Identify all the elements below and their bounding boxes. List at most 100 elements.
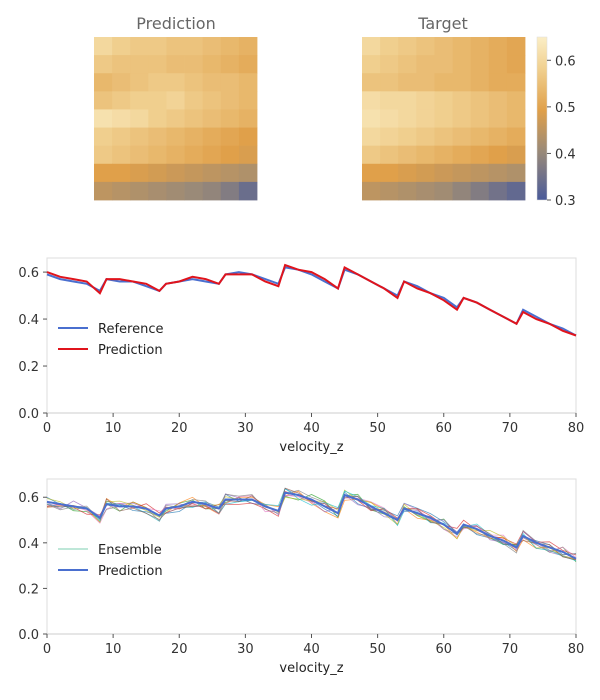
heatmap-cell — [434, 109, 453, 128]
heatmap-cell — [488, 55, 508, 74]
heatmap-cell — [506, 37, 526, 56]
line-chart-reference-vs-prediction: 0 10 20 30 40 50 60 70 80 0.0 0.2 0.4 0.6 velocity_z R… — [18, 257, 584, 455]
heatmap-cell — [130, 55, 149, 74]
heatmap-cell — [220, 91, 240, 110]
heatmap-cell — [452, 73, 472, 92]
heatmap-cell — [470, 163, 490, 183]
heatmap-prediction — [94, 37, 258, 201]
series-line — [46, 491, 577, 560]
heatmap-cell — [488, 73, 508, 92]
heatmap-cell — [416, 181, 435, 201]
heatmap-cell — [166, 109, 185, 128]
heatmap-cell — [238, 109, 258, 128]
x-tick-label: 20 — [171, 421, 188, 436]
heatmap-cell — [148, 55, 167, 74]
legend-label: Ensemble — [98, 543, 162, 558]
x-tick-label: 30 — [237, 642, 254, 657]
heatmap-cell — [202, 127, 222, 147]
heatmap-cell — [434, 91, 453, 110]
heatmap-title-target: Target — [417, 14, 468, 33]
heatmap-cell — [506, 91, 526, 110]
heatmap-cell — [470, 109, 490, 128]
heatmap-cell — [452, 127, 472, 147]
x-tick-label: 0 — [43, 642, 51, 657]
heatmap-cell — [220, 55, 240, 74]
heatmap-cell — [130, 73, 149, 92]
heatmap-cell — [112, 37, 131, 56]
heatmap-cell — [94, 163, 113, 183]
x-tick-label: 40 — [303, 421, 320, 436]
heatmap-cell — [380, 55, 399, 74]
heatmap-cell — [112, 91, 131, 110]
heatmap-cell — [380, 91, 399, 110]
heatmap-cell — [506, 181, 526, 201]
heatmap-cell — [94, 55, 113, 74]
ensemble-line — [46, 490, 577, 561]
heatmap-cell — [506, 109, 526, 128]
heatmap-cell — [220, 109, 240, 128]
heatmap-cell — [112, 181, 131, 201]
heatmap-cell — [416, 37, 435, 56]
heatmap-cell — [434, 37, 453, 56]
heatmap-cell — [220, 37, 240, 56]
heatmap-cell — [220, 73, 240, 92]
x-tick-label: 30 — [237, 421, 254, 436]
heatmap-cell — [398, 91, 417, 110]
x-axis-label: velocity_z — [279, 440, 343, 455]
heatmap-cell — [130, 91, 149, 110]
heatmap-cell — [416, 109, 435, 128]
heatmap-cell — [220, 127, 240, 147]
heatmap-cell — [148, 91, 167, 110]
heatmap-cell — [380, 181, 399, 201]
heatmap-cell — [202, 91, 222, 110]
heatmap-cell — [148, 145, 167, 165]
y-tick-label: 0.4 — [18, 537, 39, 552]
heatmap-cell — [470, 181, 490, 201]
x-tick-label: 40 — [303, 642, 320, 657]
heatmap-cell — [202, 145, 222, 165]
heatmap-cell — [470, 55, 490, 74]
heatmap-cell — [94, 181, 113, 201]
heatmap-cell — [506, 163, 526, 183]
x-tick-label: 70 — [502, 642, 519, 657]
heatmap-cell — [238, 163, 258, 183]
heatmap-cell — [166, 163, 185, 183]
heatmap-cell — [220, 145, 240, 165]
heatmap-cell — [166, 91, 185, 110]
legend-label: Prediction — [98, 343, 163, 358]
x-tick-label: 80 — [568, 642, 585, 657]
heatmap-cell — [238, 55, 258, 74]
heatmap-cell — [202, 181, 222, 201]
heatmap-cell — [416, 145, 435, 165]
heatmap-cell — [452, 55, 472, 74]
heatmap-cell — [488, 127, 508, 147]
heatmap-cell — [184, 163, 204, 183]
heatmap-cell — [452, 91, 472, 110]
heatmap-cell — [380, 145, 399, 165]
heatmap-cell — [202, 37, 222, 56]
heatmap-cell — [184, 145, 204, 165]
heatmap-cell — [112, 145, 131, 165]
heatmap-cell — [166, 37, 185, 56]
heatmap-cell — [398, 181, 417, 201]
heatmap-cell — [488, 145, 508, 165]
heatmap-cell — [148, 127, 167, 147]
colorbar-tick-label: 0.6 — [555, 54, 576, 69]
heatmap-cell — [434, 163, 453, 183]
heatmap-cell — [220, 181, 240, 201]
heatmap-cell — [130, 163, 149, 183]
heatmap-cell — [202, 163, 222, 183]
heatmap-cell — [94, 109, 113, 128]
heatmap-cell — [470, 145, 490, 165]
heatmap-cell — [184, 55, 204, 74]
heatmap-cell — [184, 127, 204, 147]
heatmap-cell — [434, 145, 453, 165]
heatmap-cell — [112, 73, 131, 92]
heatmap-cell — [220, 163, 240, 183]
x-tick-label: 60 — [435, 642, 452, 657]
y-tick-label: 0.2 — [18, 360, 39, 375]
heatmap-cell — [166, 73, 185, 92]
heatmap-cell — [94, 37, 113, 56]
heatmap-cell — [112, 163, 131, 183]
heatmap-cell — [112, 127, 131, 147]
